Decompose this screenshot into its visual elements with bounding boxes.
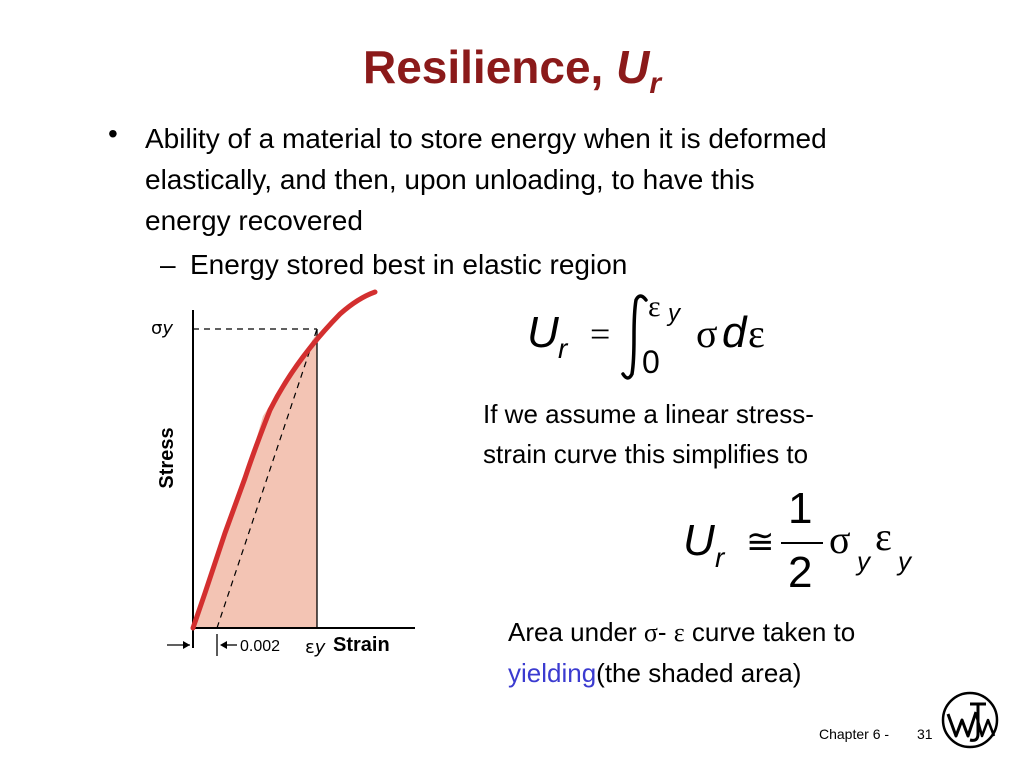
stress-strain-curve	[190, 289, 378, 631]
stress-strain-diagram: σy Stress Strain εy 0.002	[151, 289, 415, 658]
bullet-text: Ability of a material to store energy wh…	[145, 123, 827, 236]
eq2-sigma-sub: y	[857, 546, 870, 576]
title-text: Resilience,	[362, 41, 617, 93]
eq1-lhs: U	[527, 308, 559, 357]
area-text-part1: Area under	[508, 617, 644, 647]
sub-bullet-marker: –	[160, 249, 176, 280]
area-sigma: σ	[643, 618, 658, 647]
eq1-lhs-sub: r	[558, 333, 568, 364]
eq2-sigma: σ	[829, 517, 851, 562]
title-variable: U	[616, 41, 650, 93]
eq1-upper-limit-sub: y	[668, 300, 680, 327]
area-text-part3: (the shaded area)	[596, 658, 802, 688]
y-axis-label: Stress	[156, 427, 178, 488]
integral-sign	[621, 294, 648, 380]
eq2-denominator: 2	[788, 548, 813, 597]
eq2-epsilon-sub: y	[898, 546, 911, 576]
offset-line	[216, 328, 318, 629]
publisher-logo	[941, 691, 999, 749]
sub-bullet-text: Energy stored best in elastic region	[190, 249, 628, 280]
yielding-link[interactable]: yielding	[508, 658, 597, 688]
eq1-sigma: σ	[696, 311, 718, 356]
footer-page-number: 31	[917, 726, 933, 742]
eq1-d: d	[722, 308, 747, 357]
eq1-lower-limit: 0	[642, 344, 660, 380]
fraction-bar	[781, 542, 823, 544]
shaded-area	[193, 333, 317, 628]
area-dash: -	[657, 617, 674, 647]
sigma-y-sub: y	[161, 318, 173, 339]
origin-arrow-head	[183, 641, 190, 649]
title-subscript: r	[649, 67, 662, 100]
eq1-equals: =	[590, 314, 611, 354]
eq2-lhs: U	[683, 516, 715, 565]
assumption-text: If we assume a linear stress-strain curv…	[483, 399, 814, 469]
eq2-numerator: 1	[788, 484, 813, 533]
sigma-y-tick-label: σy	[151, 318, 173, 339]
eq1-upper-limit-eps: ε	[648, 290, 661, 323]
offset-label: 0.002	[240, 638, 280, 655]
epsilon-y-symbol: ε	[305, 637, 315, 658]
sigma-y-symbol: σ	[151, 318, 162, 339]
eq2-epsilon: ε	[875, 514, 892, 559]
eq2-lhs-sub: r	[715, 542, 725, 573]
eq1-epsilon: ε	[748, 311, 765, 356]
footer-chapter: Chapter 6 -	[819, 726, 890, 742]
epsilon-y-sub: y	[314, 637, 326, 658]
area-text-part2: curve taken to	[684, 617, 856, 647]
epsilon-y-tick-label: εy	[305, 637, 326, 658]
x-axis-label: Strain	[333, 634, 390, 656]
slide-title: Resilience, Ur	[0, 44, 1024, 99]
area-text: Area under σ- ε curve taken to yielding(…	[508, 612, 858, 693]
area-epsilon: ε	[673, 618, 685, 647]
offset-arrow-head	[220, 641, 227, 649]
eq2-approx: ≅	[746, 524, 775, 561]
bullet-marker: •	[108, 118, 118, 149]
